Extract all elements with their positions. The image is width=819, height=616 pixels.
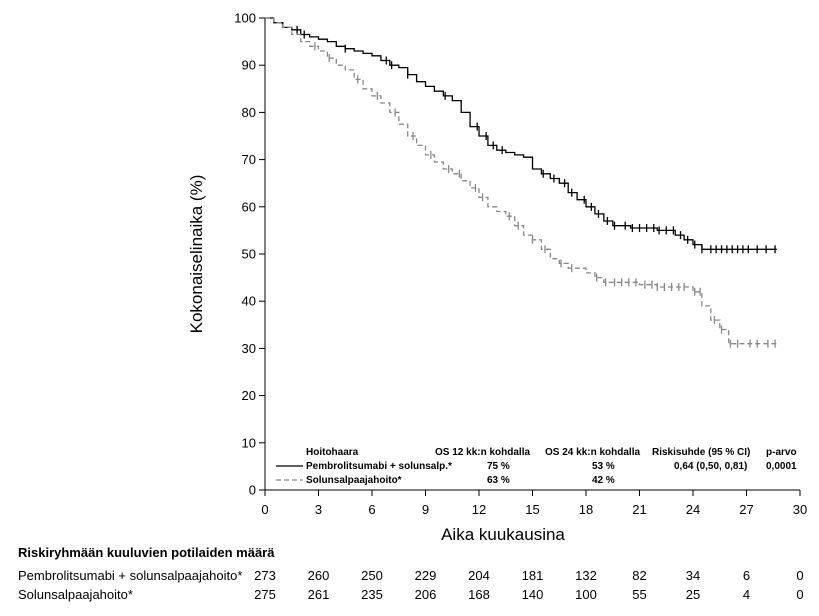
x-tick-label: 9 bbox=[422, 502, 429, 517]
risk-cell: 4 bbox=[742, 587, 751, 602]
series-line-chemo bbox=[265, 17, 777, 345]
risk-cell: 273 bbox=[254, 568, 276, 583]
y-tick-label: 90 bbox=[242, 58, 256, 73]
x-tick-label: 18 bbox=[579, 502, 593, 517]
risk-cell: 100 bbox=[575, 587, 597, 602]
legend-label-pembro: Pembrolitsumabi + solunsalp.* bbox=[306, 461, 452, 472]
risk-cell: 250 bbox=[361, 568, 383, 583]
y-tick-label: 80 bbox=[242, 105, 256, 120]
y-tick-label: 60 bbox=[242, 199, 256, 214]
y-tick-label: 70 bbox=[242, 152, 256, 167]
x-axis-title: Aika kuukausina bbox=[441, 525, 565, 544]
legend-os12-pembro: 75 % bbox=[487, 461, 510, 472]
x-tick-label: 24 bbox=[686, 502, 700, 517]
legend: Hoitohaara OS 12 kk:n kohdalla OS 24 kk:… bbox=[276, 447, 797, 486]
series-layer bbox=[265, 17, 777, 348]
legend-p-value: 0,0001 bbox=[766, 461, 797, 472]
risk-row-label-chemo: Solunsalpaajahoito* bbox=[18, 587, 133, 602]
risk-table-title: Riskiryhmään kuuluvien potilaiden määrä bbox=[18, 545, 275, 560]
legend-os24-pembro: 53 % bbox=[592, 461, 615, 472]
x-ticks: 0 3 6 9 12 15 18 21 24 27 30 bbox=[261, 490, 807, 517]
risk-cell: 275 bbox=[254, 587, 276, 602]
risk-cell: 0 bbox=[796, 587, 804, 602]
y-tick-label: 50 bbox=[242, 247, 256, 262]
y-tick-label: 40 bbox=[242, 294, 256, 309]
x-tick-label: 3 bbox=[315, 502, 322, 517]
plot-frame bbox=[264, 18, 800, 491]
x-tick-label: 21 bbox=[632, 502, 646, 517]
y-ticks: 0 10 20 30 40 50 60 70 80 90 100 bbox=[234, 11, 265, 498]
risk-cell: 6 bbox=[742, 568, 751, 583]
risk-cell: 55 bbox=[632, 587, 647, 602]
risk-cell: 0 bbox=[796, 568, 804, 583]
risk-cell: 140 bbox=[521, 587, 544, 602]
y-tick-label: 100 bbox=[234, 11, 256, 26]
x-tick-label: 30 bbox=[793, 502, 807, 517]
y-tick-label: 0 bbox=[249, 483, 256, 498]
legend-hr-value: 0,64 (0,50, 0,81) bbox=[674, 461, 747, 472]
x-tick-label: 12 bbox=[472, 502, 486, 517]
risk-cell: 82 bbox=[632, 568, 647, 583]
y-tick-label: 20 bbox=[242, 388, 256, 403]
risk-cell: 25 bbox=[685, 587, 701, 602]
y-tick-label: 10 bbox=[242, 435, 256, 450]
risk-cell: 260 bbox=[307, 568, 330, 583]
risk-cell: 132 bbox=[575, 568, 597, 583]
risk-row-label-pembro: Pembrolitsumabi + solunsalpaajahoito* bbox=[18, 568, 243, 583]
legend-header-hr: Riskisuhde (95 % CI) bbox=[652, 447, 750, 458]
legend-header-os24: OS 24 kk:n kohdalla bbox=[545, 447, 640, 458]
y-axis-title: Kokonaiselinaika (%) bbox=[187, 175, 206, 334]
x-tick-label: 15 bbox=[525, 502, 539, 517]
risk-cell: 204 bbox=[468, 568, 490, 583]
risk-cell: 229 bbox=[414, 568, 437, 583]
risk-cell: 206 bbox=[414, 587, 437, 602]
risk-cell: 181 bbox=[521, 568, 544, 583]
legend-os12-chemo: 63 % bbox=[487, 475, 510, 486]
risk-cell: 168 bbox=[468, 587, 490, 602]
x-tick-label: 6 bbox=[368, 502, 375, 517]
risk-cell: 235 bbox=[361, 587, 383, 602]
legend-os24-chemo: 42 % bbox=[592, 475, 615, 486]
x-tick-label: 0 bbox=[261, 502, 268, 517]
risk-cell: 261 bbox=[307, 587, 330, 602]
risk-cell: 34 bbox=[685, 568, 701, 583]
y-tick-label: 30 bbox=[242, 341, 256, 356]
legend-header-os12: OS 12 kk:n kohdalla bbox=[435, 447, 530, 458]
x-tick-label: 27 bbox=[739, 502, 753, 517]
series-line-pembro bbox=[265, 17, 777, 250]
legend-header-p: p-arvo bbox=[766, 447, 797, 458]
legend-header-arm: Hoitohaara bbox=[306, 447, 359, 458]
legend-label-chemo: Solunsalpaajahoito* bbox=[306, 475, 402, 486]
